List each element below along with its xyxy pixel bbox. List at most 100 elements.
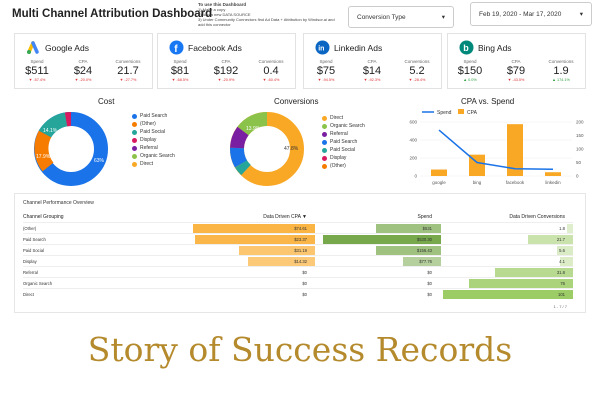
- table-row[interactable]: Paid Social $31.19 $156.43 5.6: [23, 244, 573, 255]
- conversion-type-label: Conversion Type: [357, 13, 406, 21]
- cpa-metric: CPA $14 ▼ -92.3%: [362, 59, 382, 82]
- y-right-tick: 50: [576, 160, 582, 165]
- legend-item: Direct: [322, 114, 365, 122]
- conv-slice-label: 47.8%: [284, 146, 299, 152]
- cell-heat-bar: [469, 279, 573, 288]
- legend-item: (Other): [322, 162, 365, 170]
- cell-heat-bar: [566, 224, 573, 233]
- conv-slice-label: 13.9%: [246, 126, 261, 132]
- channel-name-cell: Paid Social: [23, 248, 44, 253]
- y-left-tick: 200: [409, 156, 417, 161]
- table-cell: $531: [422, 226, 432, 231]
- table-cell: $0: [302, 281, 307, 286]
- conversions-metric: Conversions 21.7 ▼ -27.7%: [115, 59, 141, 82]
- cell-heat-bar: [239, 246, 315, 255]
- table-row[interactable]: Display $14.32 $77.76 4.1: [23, 255, 573, 266]
- table-cell: $74.61: [294, 226, 307, 231]
- y-right-tick: 100: [576, 147, 584, 152]
- table-cell: $31.19: [294, 248, 307, 253]
- cost-slice-label: 17.9%: [36, 154, 51, 160]
- cell-heat-bar: [323, 235, 441, 244]
- conversions-title: Conversions: [274, 97, 319, 106]
- legend-spend-label: Spend: [437, 110, 452, 116]
- legend-item: Organic Search: [132, 152, 175, 160]
- kpi-card-facebook-ads: f Facebook Ads Spend $81 ▼ -68.5% CPA $192 ▼ -2…: [157, 33, 296, 89]
- conversion-type-dropdown[interactable]: Conversion Type ▾: [348, 6, 454, 28]
- table-row[interactable]: Organic Search $0 $0 76: [23, 277, 573, 288]
- conv-slice-paid-social: [235, 160, 251, 176]
- spend-line: [438, 129, 554, 170]
- table-cell: 21.7: [556, 237, 565, 242]
- x-tick-label: facebook: [506, 180, 525, 185]
- y-right-tick: 200: [576, 120, 584, 125]
- x-tick-label: bing: [473, 180, 482, 185]
- cpa-bar: [507, 124, 523, 176]
- conversions-metric: Conversions 0.4 ▼ -60.4%: [258, 59, 284, 82]
- cell-heat-bar: [195, 235, 315, 244]
- table-title: Channel Performance Overview: [23, 200, 94, 206]
- cell-heat-bar: [557, 246, 573, 255]
- column-header[interactable]: Data Driven CPA ▼: [263, 214, 307, 220]
- spend-metric: Spend $75 ▼ -94.5%: [316, 59, 336, 82]
- channel-name-cell: Referral: [23, 270, 38, 275]
- date-range-label: Feb 19, 2020 - Mar 17, 2020: [479, 10, 562, 18]
- table-row[interactable]: Direct $0 $0 101: [23, 288, 573, 299]
- legend-item: Paid Search: [132, 112, 175, 120]
- column-header[interactable]: Channel Grouping: [23, 214, 64, 220]
- y-left-tick: 400: [409, 138, 417, 143]
- channel-name-cell: Display: [23, 259, 37, 264]
- kpi-card-google-ads: Google Ads Spend $511 ▼ -57.4% CPA $24 ▼ -20.0…: [14, 33, 153, 89]
- chevron-down-icon: ▾: [579, 11, 583, 18]
- column-header[interactable]: Spend: [417, 214, 432, 220]
- table-row[interactable]: Paid Search $23.37 $530.30 21.7: [23, 233, 573, 244]
- cost-title: Cost: [98, 97, 115, 106]
- instructions-heading: To use this Dashboard: [198, 2, 247, 7]
- table-cell: 5.6: [559, 248, 565, 253]
- table-row[interactable]: Referral $0 $0 31.8: [23, 266, 573, 277]
- instruction-step: 2) Add a new DATA SOURCE: [198, 12, 251, 17]
- y-left-tick: 600: [409, 120, 417, 125]
- pagination[interactable]: 1 - 7 / 7: [553, 304, 567, 309]
- date-range-picker[interactable]: Feb 19, 2020 - Mar 17, 2020 ▾: [470, 2, 592, 26]
- legend-item: Display: [132, 136, 175, 144]
- y-right-tick: 0: [576, 174, 579, 179]
- conv-slice-organic: [237, 112, 268, 136]
- cell-heat-bar: [376, 246, 441, 255]
- cpa-bar: [431, 169, 447, 176]
- channel-name-cell: (Other): [23, 226, 37, 231]
- table-row[interactable]: (Other) $74.61 $531 1.8: [23, 222, 573, 233]
- table-cell: $0: [302, 270, 307, 275]
- spend-metric: Spend $150 ▲ 0.0%: [457, 59, 483, 82]
- cell-heat-bar: [527, 235, 573, 244]
- legend-item: Paid Social: [132, 128, 175, 136]
- table-cell: $530.30: [416, 237, 432, 242]
- column-header[interactable]: Data Driven Conversions: [509, 214, 565, 220]
- card-name: Linkedin Ads: [334, 43, 383, 53]
- table-cell: $0: [302, 292, 307, 297]
- svg-text:f: f: [174, 44, 178, 55]
- channel-performance-table: Channel Performance Overview Channel Gro…: [14, 193, 586, 313]
- conversions-donut: 47.8% 13.9%: [230, 112, 304, 186]
- cost-slice-label: 14.1%: [43, 128, 58, 134]
- cell-heat-bar: [495, 268, 573, 277]
- table-cell: $0: [427, 270, 432, 275]
- cpa-bar: [545, 172, 561, 176]
- cell-heat-bar: [560, 257, 573, 266]
- legend-item: Referral: [132, 144, 175, 152]
- cpa-vs-spend-chart: Spend CPA 0 200 400 600 0 50 100 150 200 google bing…: [409, 109, 584, 185]
- conversions-metric: Conversions 5.2 ▼ -28.4%: [404, 59, 430, 82]
- conv-slice-referral: [230, 126, 249, 149]
- conversions-metric: Conversions 1.9 ▲ 174.1%: [548, 59, 574, 82]
- bing-icon: b: [459, 40, 474, 55]
- linkedin-icon: in: [315, 40, 330, 55]
- cost-donut: 63% 17.9% 14.1%: [34, 111, 108, 186]
- legend-cpa-label: CPA: [467, 110, 478, 116]
- instructions: To use this Dashboard 1) Make a copy 2) …: [198, 2, 338, 27]
- chevron-down-icon: ▾: [441, 14, 445, 21]
- x-tick-label: linkedin: [545, 180, 561, 185]
- cpa-metric: CPA $24 ▼ -20.0%: [73, 59, 93, 82]
- cost-slice-label: 63%: [94, 158, 105, 164]
- legend-item: (Other): [132, 120, 175, 128]
- card-name: Bing Ads: [478, 43, 512, 53]
- cell-heat-bar: [193, 224, 315, 233]
